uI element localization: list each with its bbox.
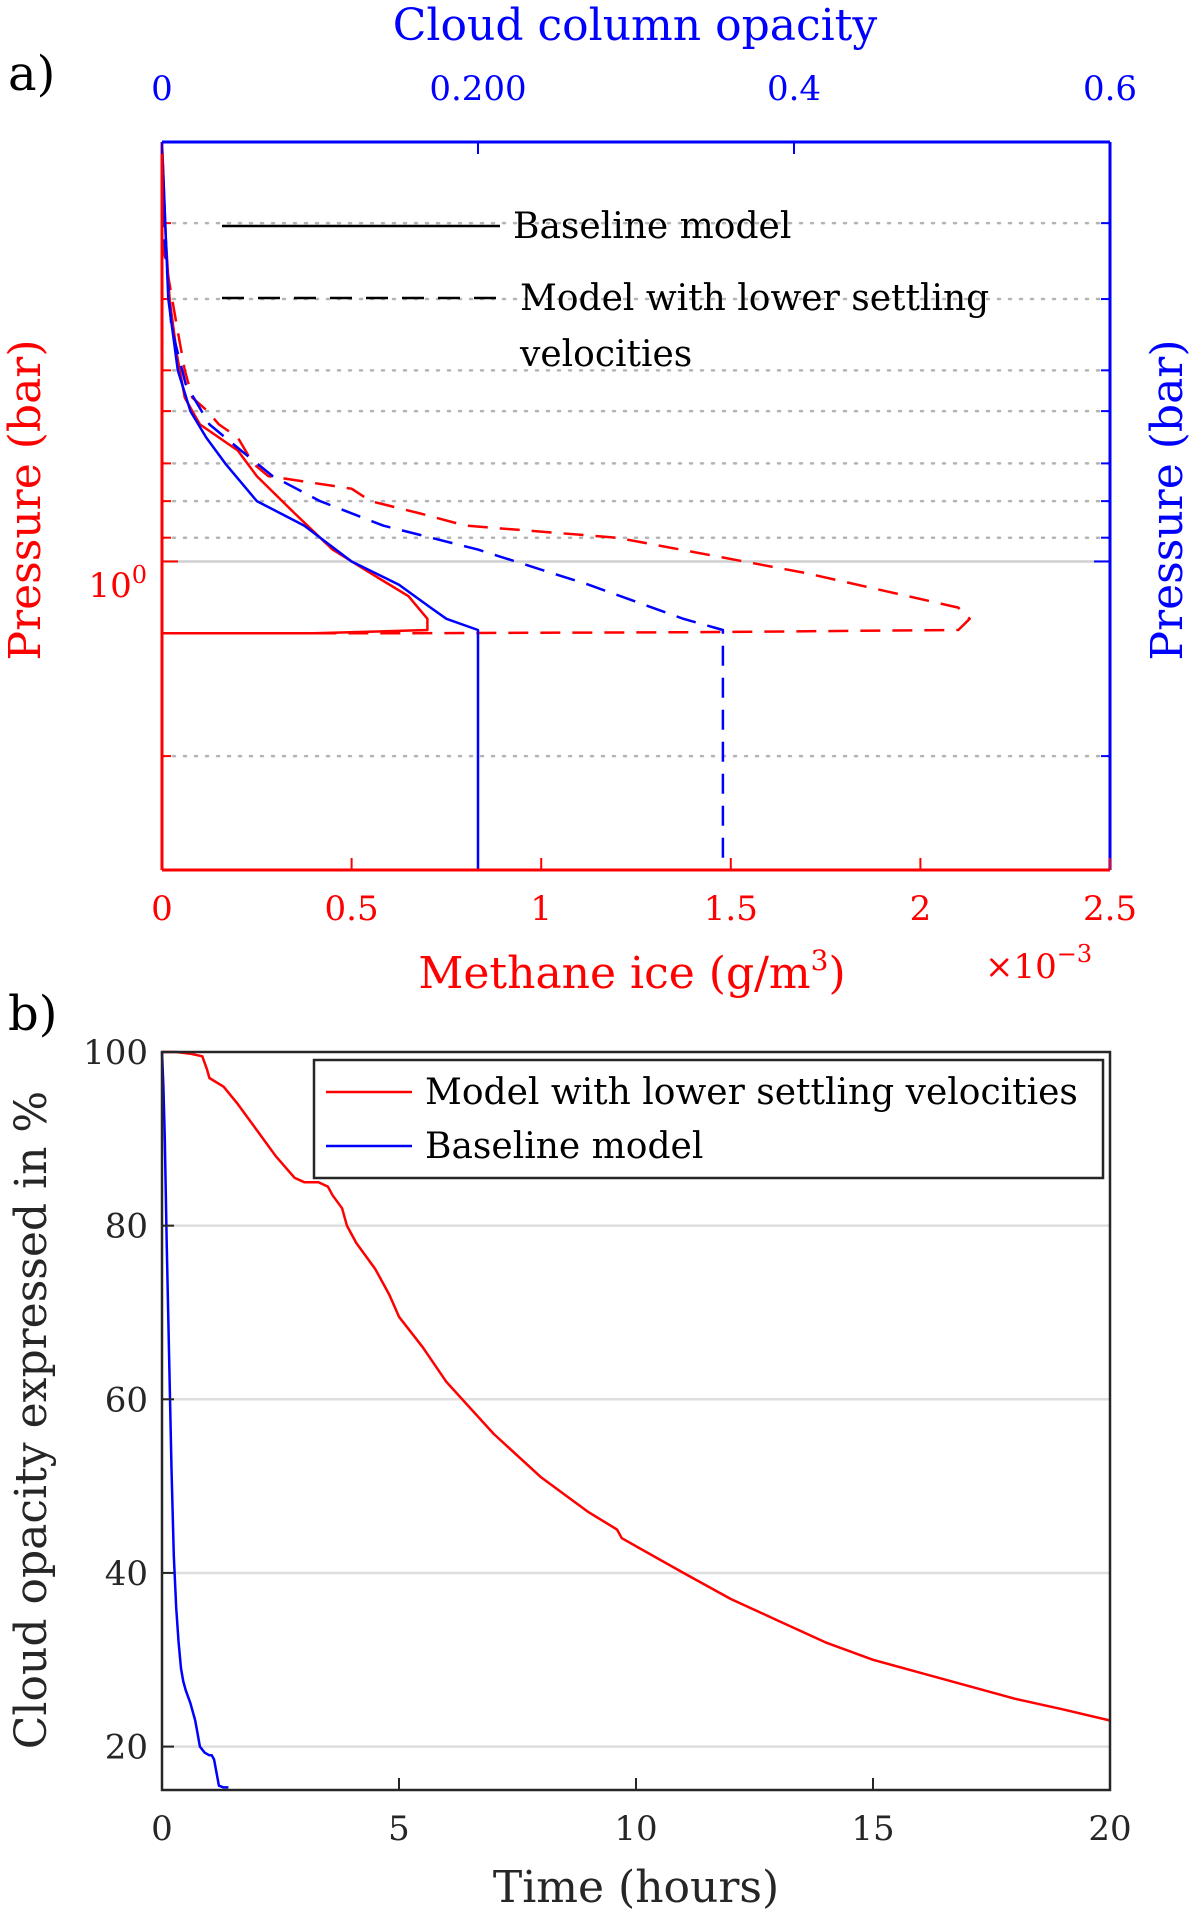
panel-b-series-line-0	[162, 1050, 1111, 1722]
panel-a-y-tick-label: 100	[88, 561, 147, 606]
panel-a-legend: Baseline model Model with lower settling…	[222, 206, 989, 375]
panel-b-y-axis-label: Cloud opacity expressed in %	[6, 1091, 57, 1750]
panel-a-series-line-1	[160, 238, 971, 641]
panel-b-legend-baseline: Baseline model	[425, 1126, 703, 1167]
panel-a-top-tick-label: 0	[151, 69, 173, 109]
panel-a-bottom-tick-label: 1	[530, 889, 552, 929]
panel-a-bottom-axis-label-close: )	[828, 948, 845, 999]
panel-b-gridlines	[162, 1224, 1110, 1748]
panel-b-series-line-1	[160, 1051, 229, 1789]
panel-a: a) Cloud column opacity 0 0.5 1 1.5 2 2.5 0 0.…	[0, 0, 1193, 999]
panel-a-y-tick-exponent: 0	[132, 561, 147, 589]
panel-a-bottom-tick-label: 2	[910, 889, 932, 929]
panel-a-top-tick-label: 0.6	[1083, 69, 1137, 109]
panel-a-series	[160, 141, 971, 870]
panel-b-y-ticks: 20 40 60 80 100	[83, 1033, 174, 1768]
panel-b-x-tick-label: 20	[1088, 1809, 1131, 1849]
panel-a-gridlines	[160, 221, 1112, 758]
panel-b-x-tick-label: 10	[614, 1809, 657, 1849]
panel-b-series	[160, 1050, 1111, 1789]
panel-b-x-tick-label: 5	[388, 1809, 410, 1849]
panel-b-label: b)	[8, 986, 57, 1042]
panel-b-y-tick-label: 60	[105, 1380, 148, 1420]
panel-a-bottom-tick-label: 0.5	[325, 889, 379, 929]
panel-a-label: a)	[8, 46, 55, 102]
panel-a-bottom-tick-label: 2.5	[1083, 889, 1137, 929]
panel-a-right-axis-label: Pressure (bar)	[1142, 340, 1193, 661]
panel-a-x-multiplier-exponent: −3	[1057, 940, 1092, 968]
panel-a-top-tick-label: 0.200	[429, 69, 526, 109]
panel-a-bottom-axis-label: Methane ice (g/m3)	[418, 944, 845, 999]
panel-a-legend-baseline: Baseline model	[513, 206, 791, 247]
panel-a-bottom-axis-label-sup: 3	[811, 944, 829, 977]
panel-a-y-tick-base: 10	[88, 566, 131, 606]
panel-a-bottom-tick-label: 1.5	[704, 889, 758, 929]
panel-a-legend-lower-line1: Model with lower settling	[520, 278, 989, 319]
panel-b-legend-box	[312, 1058, 1105, 1180]
panel-a-bottom-axis-label-main: Methane ice (g/m	[418, 948, 810, 999]
panel-b-x-ticks: 0 5 10 15 20	[151, 1778, 1132, 1849]
panel-a-series-line-2	[160, 141, 480, 870]
panel-a-series-line-3	[160, 207, 725, 870]
top-axis-label: Cloud column opacity	[393, 0, 878, 51]
panel-b-legend-lower: Model with lower settling velocities	[425, 1072, 1078, 1113]
panel-a-top-ticks: 0 0.200 0.4 0.6	[151, 69, 1137, 154]
panel-b-x-tick-label: 15	[851, 1809, 894, 1849]
panel-a-series-line-0	[160, 141, 429, 641]
panel-b-y-tick-label: 80	[105, 1207, 148, 1247]
panel-a-bottom-tick-label: 0	[151, 889, 173, 929]
panel-b-y-tick-label: 40	[105, 1554, 148, 1594]
panel-a-top-tick-label: 0.4	[767, 69, 821, 109]
panel-a-left-axis-label: Pressure (bar)	[0, 340, 51, 661]
panel-a-bottom-ticks: 0 0.5 1 1.5 2 2.5	[151, 858, 1137, 929]
panel-b-x-axis-label: Time (hours)	[493, 1862, 779, 1913]
panel-a-x-multiplier: ×10−3	[985, 940, 1092, 987]
panel-b-legend: Model with lower settling velocities Bas…	[312, 1058, 1105, 1180]
panel-b: b) 0 5 10 15 20 20 40 60 80 100 Time (hours) Clo…	[6, 986, 1132, 1913]
panel-b-y-tick-label: 20	[105, 1728, 148, 1768]
panel-b-x-tick-label: 0	[151, 1809, 173, 1849]
panel-a-x-multiplier-base: ×10	[985, 947, 1057, 987]
panel-a-legend-lower-line2: velocities	[519, 334, 692, 375]
panel-b-y-tick-label: 100	[83, 1033, 148, 1073]
